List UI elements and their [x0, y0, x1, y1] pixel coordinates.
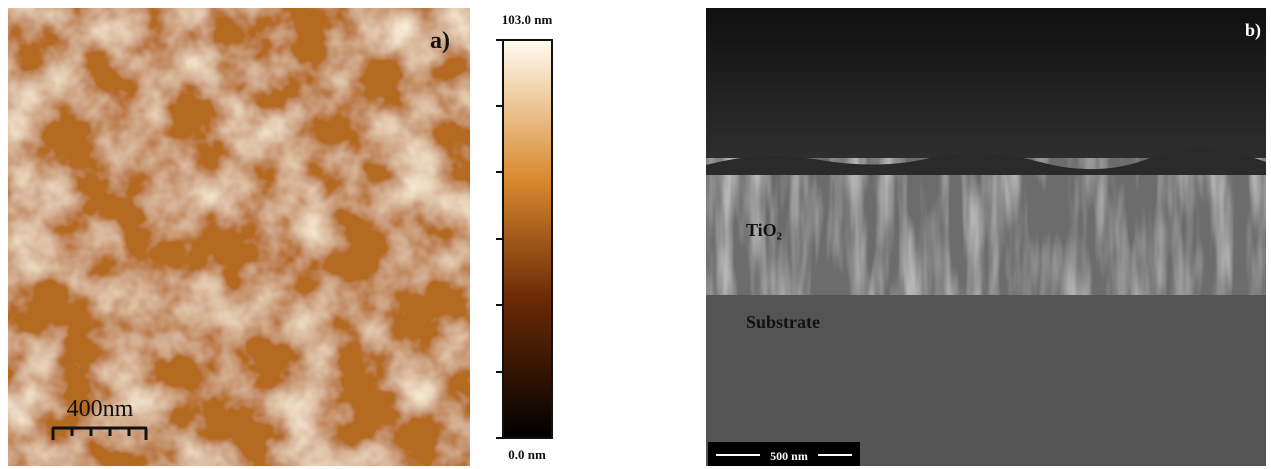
colorbar-max: 103.0 nm [502, 12, 553, 27]
vacuum-region [706, 8, 1266, 158]
colorbar-ticks [496, 40, 503, 438]
layer-label: Substrate [746, 312, 820, 332]
colorbar [503, 40, 552, 438]
panel-label: a) [430, 28, 450, 54]
scale-bar-label: 400nm [67, 396, 134, 422]
sem-panel: b) TiO₂ Substrate 500 nm [706, 8, 1266, 466]
panel-label: b) [1245, 20, 1261, 41]
figure: a) 400nm 103.0 nm 0.0 nm b) TiO₂ Substra… [0, 0, 1271, 469]
scale-bar-label: 500 nm [770, 449, 808, 463]
layer-label: TiO₂ [746, 220, 782, 240]
tio2-texture [706, 158, 1266, 295]
afm-panel: a) 400nm 103.0 nm 0.0 nm [8, 8, 552, 466]
colorbar-min: 0.0 nm [508, 447, 546, 462]
